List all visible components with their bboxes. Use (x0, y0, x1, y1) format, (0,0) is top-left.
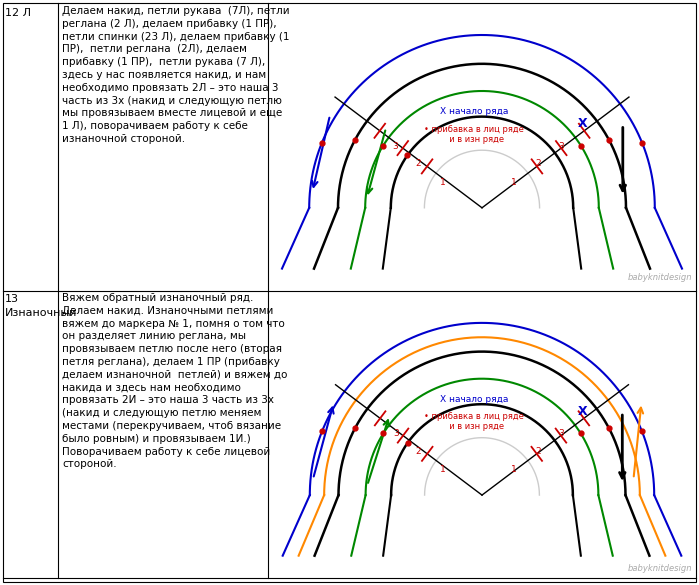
Text: 12 Л: 12 Л (5, 8, 31, 18)
Text: 13: 13 (5, 294, 19, 304)
Text: 3: 3 (393, 142, 398, 151)
Text: X начало ряда: X начало ряда (440, 107, 508, 116)
Text: Изнаночный: Изнаночный (5, 308, 78, 318)
Text: Делаем накид, петли рукава  (7Л), петли
реглана (2 Л), делаем прибавку (1 ПР),
п: Делаем накид, петли рукава (7Л), петли р… (62, 6, 289, 144)
Text: 3: 3 (559, 429, 564, 439)
Text: • прибавка в лиц ряде
  и в изн ряде: • прибавка в лиц ряде и в изн ряде (424, 412, 524, 432)
Text: 3: 3 (559, 142, 564, 151)
Text: 2: 2 (416, 159, 421, 168)
Text: babyknitdesign: babyknitdesign (628, 273, 692, 282)
Text: 2: 2 (416, 447, 421, 456)
Text: 2: 2 (535, 447, 541, 456)
Text: 1: 1 (512, 178, 517, 187)
Text: Вяжем обратный изнаночный ряд.
Делаем накид. Изнаночными петлями
вяжем до маркер: Вяжем обратный изнаночный ряд. Делаем на… (62, 293, 287, 469)
Text: X: X (577, 405, 587, 418)
Text: 1: 1 (511, 465, 517, 474)
Text: babyknitdesign: babyknitdesign (628, 564, 692, 573)
Text: 2: 2 (535, 159, 541, 168)
Text: 1: 1 (440, 178, 445, 187)
Text: X начало ряда: X начало ряда (440, 395, 508, 404)
Text: 1: 1 (440, 465, 446, 474)
Text: X: X (577, 117, 587, 130)
Text: • прибавка в лиц ряде
  и в изн ряде: • прибавка в лиц ряде и в изн ряде (424, 125, 524, 144)
Text: 3: 3 (393, 429, 398, 439)
